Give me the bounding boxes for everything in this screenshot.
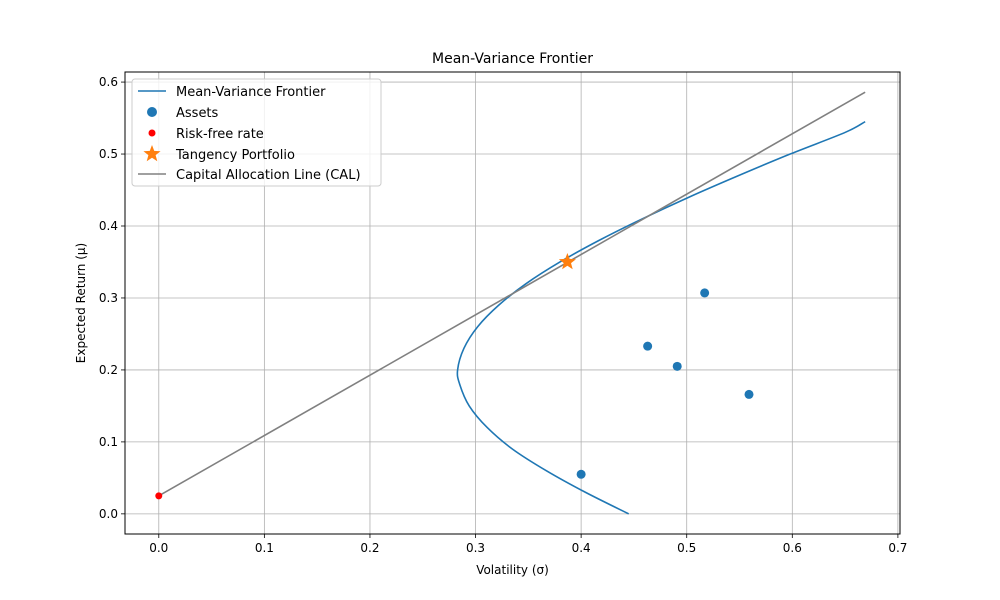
y-tick-label: 0.6 — [99, 75, 118, 89]
tangency-point — [558, 252, 576, 270]
cal-line — [158, 91, 866, 497]
legend-swatch-risk-free — [148, 129, 156, 137]
legend-label-assets: Assets — [176, 106, 219, 121]
asset-point — [672, 361, 682, 371]
x-tick-label: 0.4 — [572, 541, 591, 555]
y-tick-label: 0.4 — [99, 219, 118, 233]
x-tick-label: 0.0 — [149, 541, 168, 555]
axes-frame — [124, 71, 901, 535]
plot-area — [155, 91, 866, 515]
x-tick-label: 0.2 — [360, 541, 379, 555]
frontier-line — [456, 120, 866, 515]
legend-label-frontier: Mean-Variance Frontier — [176, 85, 326, 100]
legend-label-risk-free: Risk-free rate — [176, 127, 264, 142]
y-tick-label: 0.5 — [99, 147, 118, 161]
y-tick-label: 0.2 — [99, 363, 118, 377]
x-tick-label: 0.5 — [677, 541, 696, 555]
legend-box — [131, 78, 382, 187]
y-tick-label: 0.0 — [99, 507, 118, 521]
asset-point — [744, 389, 754, 399]
legend: Mean-Variance Frontier Assets Risk-free … — [131, 78, 382, 187]
y-tick-label: 0.3 — [99, 291, 118, 305]
legend-swatch-assets — [147, 107, 157, 117]
legend-label-tangency: Tangency Portfolio — [175, 148, 295, 163]
y-axis-label: Expected Return (μ) — [74, 243, 88, 363]
x-tick-label: 0.7 — [888, 541, 907, 555]
x-tick-label: 0.6 — [783, 541, 802, 555]
x-axis-label: Volatility (σ) — [476, 563, 549, 577]
asset-point — [576, 469, 586, 479]
asset-point — [700, 288, 710, 298]
asset-point — [643, 341, 653, 351]
x-tick-label: 0.3 — [466, 541, 485, 555]
x-tick-label: 0.1 — [255, 541, 274, 555]
legend-label-cal: Capital Allocation Line (CAL) — [176, 168, 361, 183]
legend-swatch-tangency — [143, 145, 161, 162]
ticks: 0.0 0.1 0.2 0.3 0.4 0.5 0.6 0.7 0.0 0.1 0.2 0.3 0.4 0… — [99, 75, 908, 555]
y-tick-label: 0.1 — [99, 435, 118, 449]
risk-free-point — [155, 492, 163, 500]
chart-title: Mean-Variance Frontier — [432, 51, 593, 67]
